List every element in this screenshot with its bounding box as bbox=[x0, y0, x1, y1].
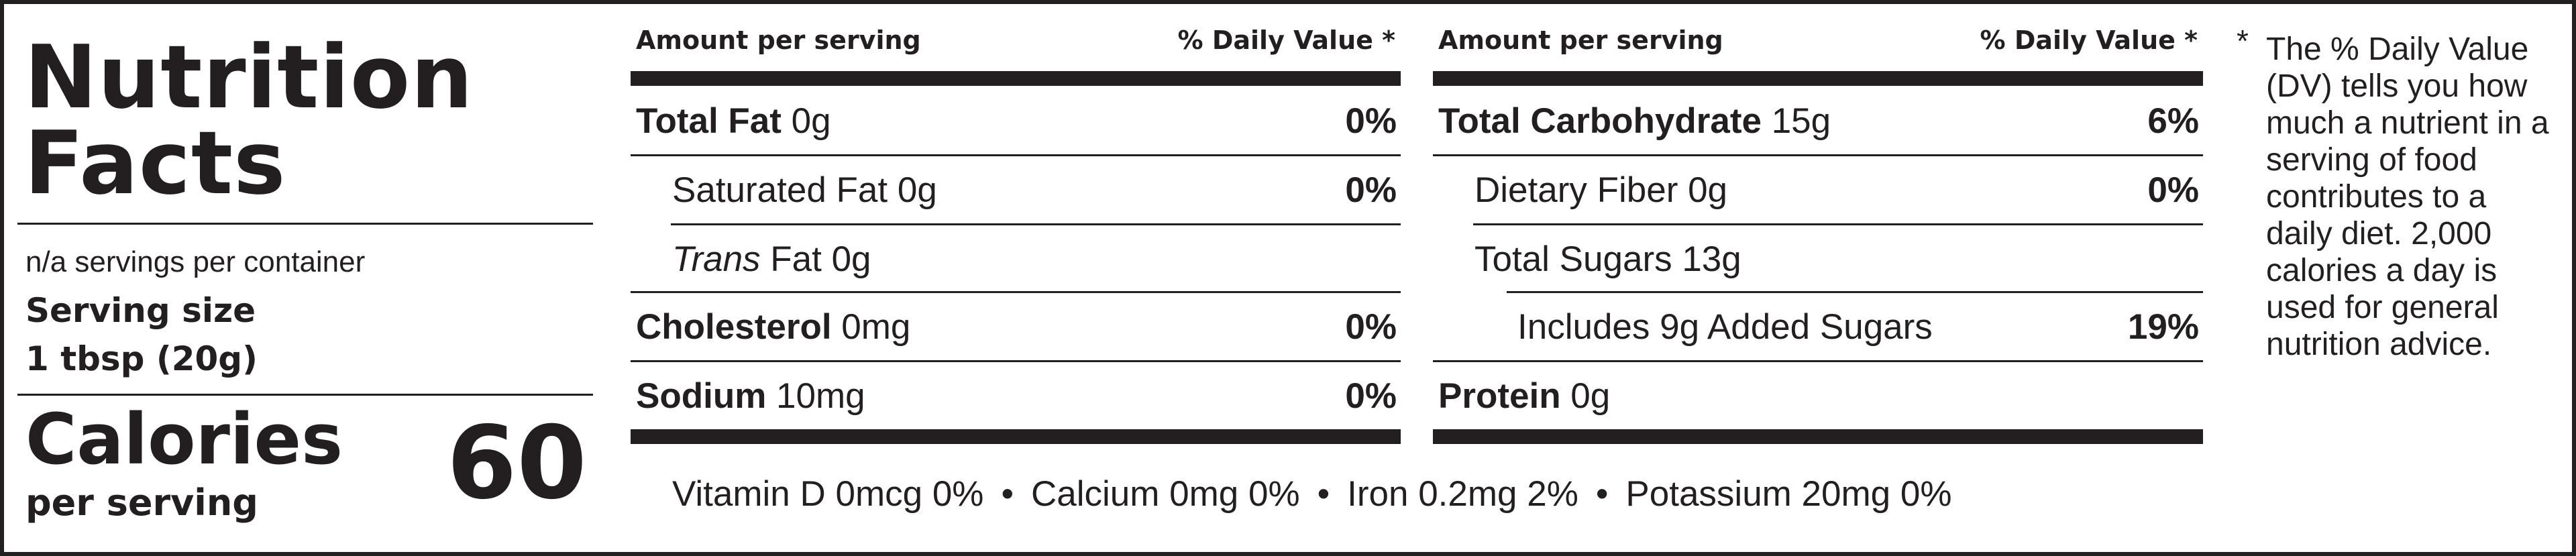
serving-divider bbox=[17, 394, 593, 396]
label-title: Nutrition Facts bbox=[24, 26, 474, 214]
column-1-top-bar bbox=[631, 71, 1401, 86]
nutrient-row-total-carbohydrate: Total Carbohydrate 15g 6% bbox=[1433, 87, 2203, 154]
nutrient-row-saturated-fat: Saturated Fat 0g 0% bbox=[631, 156, 1401, 223]
nutrient-name: Protein bbox=[1438, 376, 1561, 416]
column-2-header-dv: % Daily Value * bbox=[1980, 25, 2198, 55]
nutrient-dv: 0% bbox=[1345, 101, 1397, 141]
column-1-bottom-bar bbox=[631, 429, 1401, 444]
row-divider bbox=[1433, 154, 2203, 156]
serving-size-value: 1 tbsp (20g) bbox=[25, 339, 258, 378]
nutrient-name: Dietary Fiber 0g bbox=[1474, 170, 1728, 210]
row-divider bbox=[631, 360, 1401, 362]
title-line-2: Facts bbox=[24, 112, 286, 214]
column-1-header-amount: Amount per serving bbox=[636, 25, 921, 55]
nutrient-amount: 0mg bbox=[831, 307, 911, 347]
nutrient-amount: Fat 0g bbox=[760, 239, 871, 279]
vitamins-minerals-line: Vitamin D 0mcg 0% • Calcium 0mg 0% • Iron 0.… bbox=[672, 474, 1951, 514]
vitamin-d: Vitamin D 0mcg 0% bbox=[672, 474, 984, 514]
separator-bullet: • bbox=[1001, 474, 1014, 514]
calories-per-serving-label: per serving bbox=[25, 482, 258, 524]
separator-bullet: • bbox=[1317, 474, 1330, 514]
nutrient-row-sodium: Sodium 10mg 0% bbox=[631, 362, 1401, 429]
iron: Iron 0.2mg 2% bbox=[1347, 474, 1578, 514]
nutrient-name: Includes 9g Added Sugars bbox=[1517, 307, 1933, 347]
nutrient-amount: 0g bbox=[781, 101, 831, 141]
row-divider bbox=[1473, 223, 2203, 225]
nutrient-dv: 19% bbox=[2127, 307, 2199, 347]
nutrient-row-dietary-fiber: Dietary Fiber 0g 0% bbox=[1433, 156, 2203, 223]
nutrient-amount: 0g bbox=[1560, 376, 1611, 416]
row-divider bbox=[1433, 360, 2203, 362]
row-divider bbox=[1507, 291, 2203, 293]
column-2-header-amount: Amount per serving bbox=[1438, 25, 1723, 55]
nutrient-name: Total Fat bbox=[636, 101, 782, 141]
nutrient-name: Trans bbox=[672, 239, 761, 279]
serving-size-label: Serving size bbox=[25, 291, 256, 330]
calcium: Calcium 0mg 0% bbox=[1031, 474, 1300, 514]
nutrient-row-added-sugars: Includes 9g Added Sugars 19% bbox=[1433, 293, 2203, 360]
title-divider bbox=[17, 223, 593, 225]
nutrient-dv: 6% bbox=[2147, 101, 2199, 141]
nutrient-row-trans-fat: Trans Fat 0g bbox=[631, 225, 1401, 292]
row-divider bbox=[631, 291, 1401, 293]
nutrient-row-total-sugars: Total Sugars 13g bbox=[1433, 225, 2203, 292]
column-2-top-bar bbox=[1433, 71, 2203, 86]
nutrient-dv: 0% bbox=[1345, 376, 1397, 416]
nutrient-name: Total Carbohydrate bbox=[1438, 101, 1762, 141]
column-1-header-dv: % Daily Value * bbox=[1177, 25, 1395, 55]
potassium: Potassium 20mg 0% bbox=[1625, 474, 1952, 514]
calories-label: Calories bbox=[25, 398, 343, 480]
nutrient-amount: 15g bbox=[1761, 101, 1831, 141]
nutrient-row-total-fat: Total Fat 0g 0% bbox=[631, 87, 1401, 154]
nutrient-name: Saturated Fat 0g bbox=[672, 170, 937, 210]
footnote-asterisk: * bbox=[2237, 23, 2249, 58]
separator-bullet: • bbox=[1595, 474, 1609, 514]
row-divider bbox=[671, 223, 1401, 225]
nutrient-dv: 0% bbox=[1345, 307, 1397, 347]
servings-per-container: n/a servings per container bbox=[25, 245, 366, 278]
daily-value-footnote: The % Daily Value (DV) tells you how muc… bbox=[2266, 32, 2549, 362]
calories-value: 60 bbox=[447, 405, 587, 522]
nutrient-row-cholesterol: Cholesterol 0mg 0% bbox=[631, 293, 1401, 360]
nutrient-row-protein: Protein 0g bbox=[1433, 362, 2203, 429]
nutrient-name: Sodium bbox=[636, 376, 767, 416]
column-2-bottom-bar bbox=[1433, 429, 2203, 444]
row-divider bbox=[631, 154, 1401, 156]
nutrient-dv: 0% bbox=[1345, 170, 1397, 210]
title-line-1: Nutrition bbox=[24, 26, 474, 128]
nutrient-name: Cholesterol bbox=[636, 307, 832, 347]
nutrient-name: Total Sugars 13g bbox=[1474, 239, 1741, 279]
nutrient-dv: 0% bbox=[2147, 170, 2199, 210]
nutrient-amount: 10mg bbox=[766, 376, 865, 416]
